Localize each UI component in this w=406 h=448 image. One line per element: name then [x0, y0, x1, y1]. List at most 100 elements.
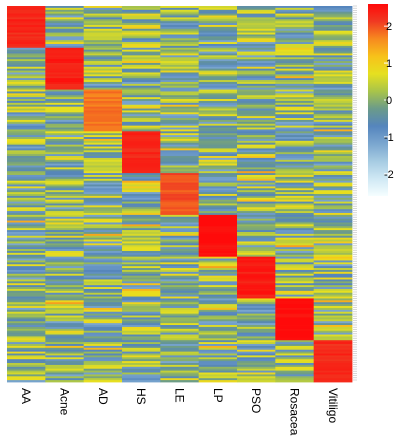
heatmap-cell	[313, 307, 353, 311]
heatmap-cell	[83, 256, 123, 259]
heatmap-cell	[313, 97, 353, 100]
heatmap-cell	[45, 173, 85, 176]
heatmap-cell	[237, 129, 276, 132]
heatmap-cell	[83, 70, 123, 73]
heatmap-cell	[313, 30, 353, 33]
heatmap-cell	[45, 21, 85, 24]
heatmap-cell	[198, 214, 238, 218]
heatmap-cell	[7, 23, 46, 26]
heatmap-cell	[45, 51, 85, 54]
heatmap-cell	[313, 366, 353, 370]
heatmap-cell	[275, 340, 315, 343]
heatmap-cell	[198, 106, 238, 109]
heatmap-cell	[313, 283, 353, 286]
heatmap-cell	[198, 328, 238, 332]
heatmap-cell	[275, 11, 315, 14]
heatmap-cell	[83, 137, 123, 140]
heatmap-cell	[160, 15, 200, 18]
heatmap-cell	[122, 21, 161, 24]
heatmap-cell	[7, 199, 46, 202]
heatmap-cell	[45, 245, 85, 248]
heatmap-cell	[122, 62, 161, 66]
heatmap-cell	[275, 262, 315, 265]
heatmap-cell	[83, 302, 123, 305]
heatmap-cell	[275, 347, 315, 351]
heatmap-cell	[313, 254, 353, 258]
heatmap-cell	[7, 353, 46, 356]
heatmap-cell	[122, 366, 161, 370]
heatmap-cell	[83, 81, 123, 85]
heatmap-cell	[275, 319, 315, 322]
heatmap-cell	[313, 237, 353, 240]
heatmap-cell	[198, 17, 238, 20]
heatmap-cell	[160, 119, 200, 123]
heatmap-cell	[45, 72, 85, 75]
heatmap-cell	[237, 212, 276, 216]
heatmap-cell	[45, 279, 85, 282]
heatmap-cell	[160, 173, 200, 176]
heatmap-cell	[122, 245, 161, 248]
heatmap-cell	[275, 321, 315, 324]
heatmap-cell	[160, 78, 200, 81]
heatmap-cell	[237, 119, 276, 123]
heatmap-cell	[237, 68, 276, 71]
heatmap-cell	[275, 154, 315, 157]
heatmap-cell	[313, 220, 353, 223]
heatmap-cell	[313, 89, 353, 92]
heatmap-cell	[198, 201, 238, 204]
heatmap-cell	[83, 173, 123, 176]
heatmap-cell	[7, 15, 46, 18]
heatmap-cell	[313, 344, 353, 347]
heatmap-cell	[160, 161, 200, 165]
heatmap-cell	[198, 323, 238, 326]
heatmap-cell	[198, 287, 238, 290]
heatmap-cell	[7, 252, 46, 256]
heatmap-cell	[313, 15, 353, 18]
heatmap-cell	[198, 275, 238, 278]
heatmap-cell	[45, 165, 85, 168]
heatmap-cell	[198, 256, 238, 259]
heatmap-cell	[83, 154, 123, 157]
heatmap-cell	[7, 83, 46, 87]
heatmap-cell	[83, 199, 123, 202]
heatmap-cell	[122, 118, 161, 121]
heatmap-cell	[83, 133, 123, 136]
heatmap-cell	[275, 47, 315, 51]
heatmap-cell	[275, 247, 315, 250]
heatmap-cell	[45, 144, 85, 147]
heatmap-cell	[275, 161, 315, 165]
heatmap-cell	[275, 380, 315, 383]
heatmap-cell	[7, 334, 46, 337]
heatmap-cell	[83, 57, 123, 60]
heatmap-cell	[45, 353, 85, 356]
heatmap-cell	[122, 53, 161, 56]
heatmap-cell	[83, 192, 123, 195]
heatmap-cell	[237, 260, 276, 263]
heatmap-cell	[122, 154, 161, 157]
heatmap-cell	[275, 188, 315, 191]
heatmap-cell	[160, 370, 200, 373]
heatmap-cell	[275, 131, 315, 134]
heatmap-cell	[198, 313, 238, 316]
heatmap-cell	[122, 347, 161, 351]
heatmap-cell	[313, 319, 353, 322]
heatmap-cell	[198, 222, 238, 225]
heatmap-cell	[198, 374, 238, 377]
heatmap-cell	[313, 216, 353, 220]
heatmap-cell	[198, 260, 238, 263]
heatmap-cell	[45, 9, 85, 13]
heatmap-cell	[198, 194, 238, 197]
heatmap-cell	[198, 28, 238, 32]
heatmap-cell	[198, 146, 238, 149]
heatmap-cell	[237, 340, 276, 343]
heatmap-cell	[122, 165, 161, 168]
heatmap-cell	[198, 302, 238, 305]
heatmap-cell	[237, 57, 276, 60]
heatmap-cell	[7, 359, 46, 362]
heatmap-cell	[7, 76, 46, 79]
heatmap-cell	[122, 363, 161, 366]
heatmap-cell	[275, 258, 315, 261]
heatmap-cell	[83, 78, 123, 81]
heatmap-cell	[275, 288, 315, 292]
